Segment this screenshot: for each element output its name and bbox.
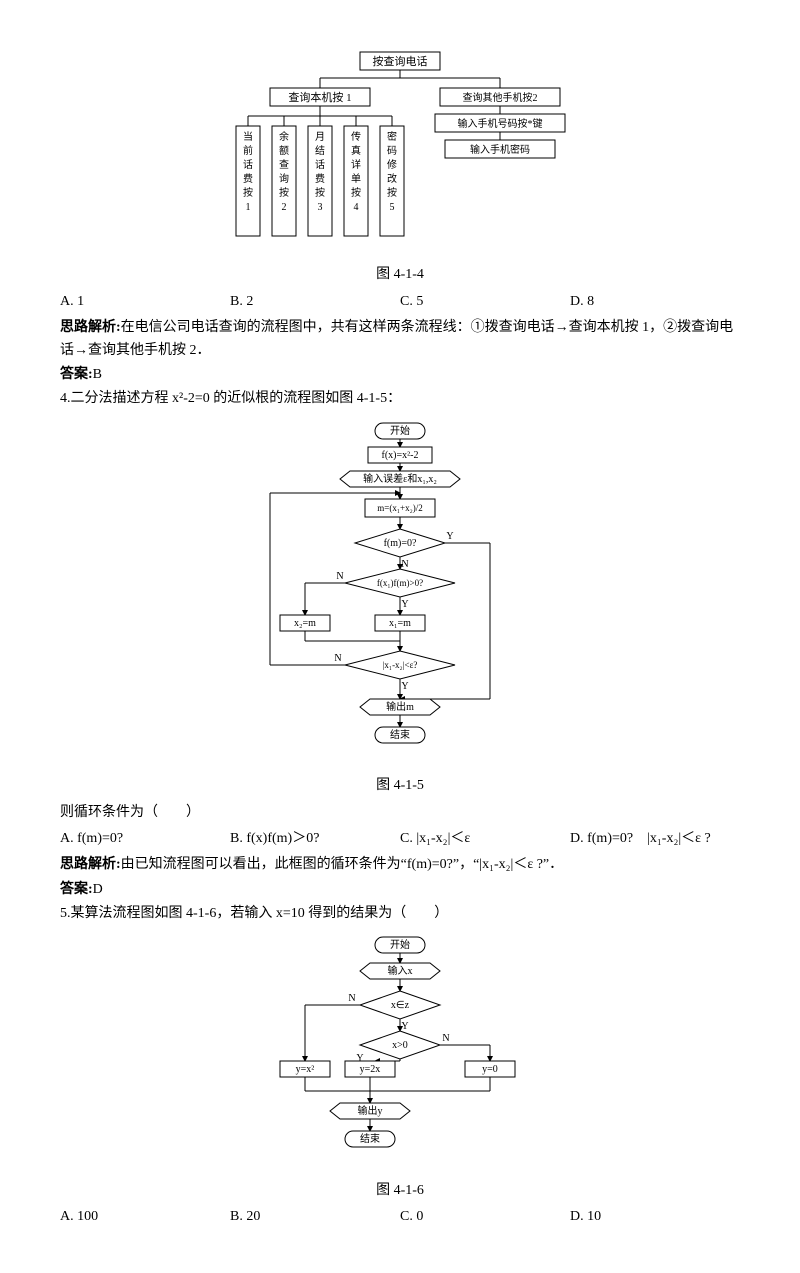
opt-b: B. 2 xyxy=(230,291,400,313)
svg-text:结束: 结束 xyxy=(390,728,410,741)
svg-text:x>0: x>0 xyxy=(392,1040,408,1051)
svg-text:查: 查 xyxy=(279,158,289,171)
svg-text:按: 按 xyxy=(351,186,361,199)
opt-a: A. 1 xyxy=(60,291,230,313)
svg-text:输出y: 输出y xyxy=(358,1104,383,1117)
svg-text:m=(x₁+x₂)/2: m=(x₁+x₂)/2 xyxy=(377,503,422,513)
svg-text:额: 额 xyxy=(279,144,289,157)
svg-text:x₁=m: x₁=m xyxy=(389,618,411,629)
opt-c: C. |x₁-x₂|＜ε xyxy=(400,828,570,850)
svg-text:查询其他手机按2: 查询其他手机按2 xyxy=(463,91,538,104)
svg-text:传: 传 xyxy=(351,131,361,143)
svg-text:按: 按 xyxy=(315,186,325,199)
svg-text:话: 话 xyxy=(315,159,325,171)
svg-text:单: 单 xyxy=(351,173,361,185)
tree-diagram-414: 按查询电话 查询本机按 1 当前话费按1余额查询按2月结话费按3传真详单按4密码… xyxy=(60,48,740,256)
svg-text:结: 结 xyxy=(315,144,325,157)
svg-text:按: 按 xyxy=(387,186,397,199)
q4-stem: 4.二分法描述方程 x²-2=0 的近似根的流程图如图 4-1-5： xyxy=(60,388,740,410)
svg-text:3: 3 xyxy=(318,202,323,213)
caption-414: 图 4-1-4 xyxy=(60,264,740,286)
svg-text:N: N xyxy=(442,1033,449,1044)
q3-answer: 答案:B xyxy=(60,364,740,386)
svg-text:开始: 开始 xyxy=(390,424,410,437)
opt-d: D. 8 xyxy=(570,291,740,313)
svg-text:f(x₁)f(m)>0?: f(x₁)f(m)>0? xyxy=(377,578,423,588)
opt-b: B. 20 xyxy=(230,1206,400,1228)
svg-text:Y: Y xyxy=(401,599,408,610)
svg-text:费: 费 xyxy=(315,172,325,185)
svg-text:4: 4 xyxy=(354,202,359,213)
svg-text:余: 余 xyxy=(279,130,289,143)
svg-text:f(x)=x²-2: f(x)=x²-2 xyxy=(382,450,419,461)
svg-text:码: 码 xyxy=(387,145,397,157)
q5-options: A. 100 B. 20 C. 0 D. 10 xyxy=(60,1206,740,1228)
svg-text:x∈z: x∈z xyxy=(391,1000,410,1011)
svg-text:月: 月 xyxy=(315,131,325,143)
opt-a: A. f(m)=0? xyxy=(60,828,230,850)
svg-text:y=0: y=0 xyxy=(482,1064,498,1075)
svg-text:查询本机按 1: 查询本机按 1 xyxy=(288,90,351,104)
svg-text:话: 话 xyxy=(243,159,253,171)
q4-answer: 答案:D xyxy=(60,879,740,901)
svg-text:按: 按 xyxy=(243,186,253,199)
svg-text:输入x: 输入x xyxy=(388,964,413,977)
q4-loop-prompt: 则循环条件为（ ） xyxy=(60,802,740,824)
flowchart-416: 开始 输入x x∈z NY x>0 NY y=x² y=2x y=0 输出y 结… xyxy=(60,933,740,1171)
svg-text:输出m: 输出m xyxy=(386,700,414,713)
q5-stem: 5.某算法流程图如图 4-1-6，若输入 x=10 得到的结果为（ ） xyxy=(60,903,740,925)
opt-d: D. f(m)=0? |x₁-x₂|＜ε ? xyxy=(570,828,740,850)
svg-text:开始: 开始 xyxy=(390,938,410,951)
svg-text:|x₁-x₂|<ε?: |x₁-x₂|<ε? xyxy=(383,660,418,670)
svg-text:输入手机号码按*键: 输入手机号码按*键 xyxy=(458,117,543,130)
caption-415: 图 4-1-5 xyxy=(60,775,740,797)
svg-text:输入手机密码: 输入手机密码 xyxy=(470,143,530,156)
opt-c: C. 5 xyxy=(400,291,570,313)
q4-options: A. f(m)=0? B. f(x)f(m)＞0? C. |x₁-x₂|＜ε D… xyxy=(60,828,740,850)
q3-options: A. 1 B. 2 C. 5 D. 8 xyxy=(60,291,740,313)
svg-text:1: 1 xyxy=(246,202,251,213)
opt-d: D. 10 xyxy=(570,1206,740,1228)
svg-text:N: N xyxy=(401,559,408,570)
opt-a: A. 100 xyxy=(60,1206,230,1228)
svg-text:真: 真 xyxy=(351,144,361,157)
svg-text:Y: Y xyxy=(401,1021,408,1032)
svg-text:修: 修 xyxy=(387,158,397,171)
svg-text:密: 密 xyxy=(387,130,397,143)
q4-analysis: 思路解析:由已知流程图可以看出，此框图的循环条件为“f(m)=0?”，“|x₁-… xyxy=(60,854,740,876)
svg-text:y=2x: y=2x xyxy=(360,1064,381,1075)
svg-text:按查询电话: 按查询电话 xyxy=(373,54,428,68)
svg-text:费: 费 xyxy=(243,172,253,185)
svg-text:Y: Y xyxy=(401,681,408,692)
svg-text:前: 前 xyxy=(243,144,253,157)
svg-text:询: 询 xyxy=(279,172,289,185)
flowchart-415: 开始 f(x)=x²-2 输入误差ε和x₁,x₂ m=(x₁+x₂)/2 f(m… xyxy=(60,419,740,767)
svg-text:当: 当 xyxy=(243,130,253,143)
tree-svg: 按查询电话 查询本机按 1 当前话费按1余额查询按2月结话费按3传真详单按4密码… xyxy=(210,48,590,248)
svg-text:y=x²: y=x² xyxy=(296,1064,315,1075)
svg-text:按: 按 xyxy=(279,186,289,199)
svg-text:改: 改 xyxy=(387,172,397,185)
svg-text:5: 5 xyxy=(390,202,395,213)
svg-text:详: 详 xyxy=(351,158,361,171)
caption-416: 图 4-1-6 xyxy=(60,1180,740,1202)
svg-text:f(m)=0?: f(m)=0? xyxy=(384,538,417,549)
opt-b: B. f(x)f(m)＞0? xyxy=(230,828,400,850)
svg-text:N: N xyxy=(334,653,341,664)
opt-c: C. 0 xyxy=(400,1206,570,1228)
svg-text:Y: Y xyxy=(446,531,453,542)
svg-text:2: 2 xyxy=(282,202,287,213)
svg-text:结束: 结束 xyxy=(360,1132,380,1145)
svg-text:输入误差ε和x₁,x₂: 输入误差ε和x₁,x₂ xyxy=(363,472,437,485)
q3-analysis: 思路解析:在电信公司电话查询的流程图中，共有这样两条流程线：①拨查询电话→查询本… xyxy=(60,317,740,362)
svg-text:x₂=m: x₂=m xyxy=(294,618,316,629)
svg-text:N: N xyxy=(348,993,355,1004)
svg-text:N: N xyxy=(336,571,343,582)
